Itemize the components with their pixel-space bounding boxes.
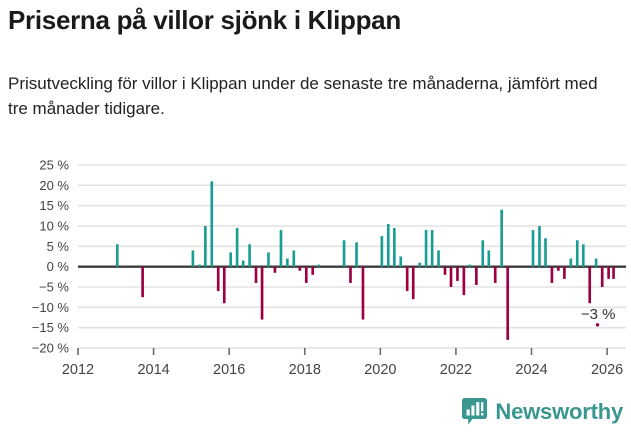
bar-chart: 25 % 20 % 15 % 10 % 5 % 0 % −5 % −10 % −15 % −20 … (0, 152, 631, 392)
y-axis-tick-label: 25 % (39, 158, 69, 173)
y-axis-tick-label: 0 % (47, 259, 70, 274)
bar[interactable] (216, 266, 220, 292)
bar[interactable] (481, 240, 485, 267)
x-axis-tick-label: 2024 (515, 362, 547, 378)
bar[interactable] (588, 266, 592, 304)
x-axis-tick-label: 2012 (62, 362, 94, 378)
bar-chart-speech-bubble-icon (462, 398, 488, 425)
bar[interactable] (254, 266, 258, 283)
bar[interactable] (355, 242, 358, 267)
bar[interactable] (563, 266, 566, 279)
bar[interactable] (386, 223, 390, 267)
bar[interactable] (210, 181, 214, 267)
value-annotation-label: −3 % (581, 306, 616, 323)
bar[interactable] (443, 266, 447, 275)
bar[interactable] (544, 238, 547, 267)
bar[interactable] (612, 266, 615, 279)
bar[interactable] (449, 266, 453, 287)
x-axis-tick-label: 2022 (440, 362, 472, 378)
bar[interactable] (141, 266, 144, 298)
x-axis-tick-label: 2018 (289, 362, 321, 378)
y-axis-tick-label: −10 % (32, 300, 70, 315)
bar[interactable] (550, 266, 554, 283)
bar[interactable] (311, 266, 315, 275)
bar[interactable] (380, 236, 384, 267)
bar[interactable] (468, 264, 472, 267)
y-axis-tick-label: 20 % (39, 178, 69, 193)
bar[interactable] (600, 266, 604, 287)
page-subtitle: Prisutveckling för villor i Klippan unde… (8, 74, 598, 118)
x-axis-tick-label: 2016 (213, 362, 245, 378)
bar[interactable] (298, 266, 302, 271)
bar[interactable] (531, 230, 535, 267)
annotation-marker-dot (595, 323, 600, 327)
page-title: Priserna på villor sjönk i Klippan (8, 5, 401, 35)
bar[interactable] (115, 244, 119, 267)
bar[interactable] (575, 240, 579, 267)
chart-canvas: 25 % 20 % 15 % 10 % 5 % 0 % −5 % −10 % −15 % −20 … (32, 158, 626, 378)
bar[interactable] (437, 250, 440, 267)
y-axis-tick-label: −15 % (32, 320, 70, 335)
bar[interactable] (418, 262, 421, 267)
bar[interactable] (411, 266, 415, 300)
bar[interactable] (424, 230, 428, 267)
bar[interactable] (538, 226, 541, 267)
x-axis-tick-label: 2014 (137, 362, 169, 378)
bar[interactable] (506, 266, 510, 340)
bar[interactable] (462, 266, 466, 296)
newsworthy-logo[interactable]: Newsworthy (462, 398, 623, 426)
bar[interactable] (557, 266, 560, 271)
y-axis-tick-label: 5 % (47, 239, 70, 254)
x-axis-tick-label: 2026 (591, 362, 623, 378)
y-axis-tick-label: −20 % (32, 341, 70, 356)
bar[interactable] (607, 266, 610, 279)
x-axis-tick-label: 2020 (364, 362, 396, 378)
bar[interactable] (399, 256, 403, 267)
bar[interactable] (393, 228, 396, 267)
bar[interactable] (286, 258, 289, 267)
bar[interactable] (191, 250, 195, 267)
bar[interactable] (430, 230, 434, 267)
chart-footer: Newsworthy (0, 396, 631, 439)
bar[interactable] (594, 258, 598, 267)
bar[interactable] (493, 266, 497, 283)
bar[interactable] (581, 244, 585, 267)
bar[interactable] (569, 258, 573, 267)
bar[interactable] (317, 264, 321, 267)
bar[interactable] (405, 266, 409, 292)
bar[interactable] (456, 266, 459, 281)
bar[interactable] (292, 250, 296, 267)
bar[interactable] (204, 226, 207, 267)
bar[interactable] (267, 252, 270, 267)
bar[interactable] (475, 266, 478, 285)
bar[interactable] (487, 250, 491, 267)
bar[interactable] (222, 266, 226, 304)
bar[interactable] (361, 266, 365, 320)
bar[interactable] (273, 266, 277, 273)
bar[interactable] (260, 266, 264, 320)
bar[interactable] (304, 266, 308, 283)
y-axis-tick-label: −5 % (39, 280, 69, 295)
newsworthy-logo-text: Newsworthy (495, 399, 623, 424)
y-axis-tick-label: 15 % (39, 198, 69, 213)
bar[interactable] (229, 252, 233, 267)
bar[interactable] (500, 209, 503, 267)
bar[interactable] (235, 228, 239, 267)
bar[interactable] (279, 230, 283, 267)
bar[interactable] (197, 264, 201, 267)
bar[interactable] (349, 266, 352, 283)
y-axis-tick-label: 10 % (39, 219, 69, 234)
bar[interactable] (248, 244, 251, 267)
bar[interactable] (342, 240, 346, 267)
bar[interactable] (241, 260, 245, 267)
